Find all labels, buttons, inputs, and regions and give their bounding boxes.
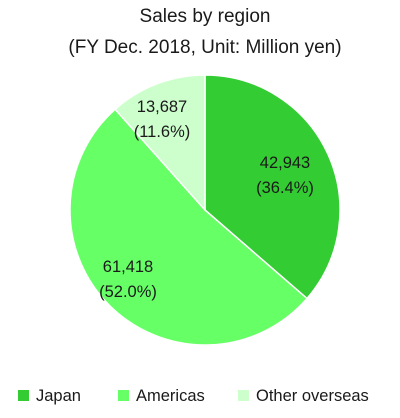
slice-value-label-americas: 61,418 [103, 258, 153, 276]
legend-label-americas: Americas [136, 387, 205, 405]
chart-title: Sales by region [140, 6, 271, 27]
legend-label-japan: Japan [36, 387, 81, 405]
slice-percent-label-americas: (52.0%) [99, 283, 157, 301]
slice-value-label-japan: 42,943 [260, 154, 310, 172]
legend-swatch-other-overseas [238, 390, 249, 401]
legend: Japan Americas Other overseas [18, 387, 369, 405]
legend-label-other-overseas: Other overseas [256, 387, 369, 405]
slice-value-label-other-overseas: 13,687 [137, 98, 187, 116]
pie-slice-americas [69, 108, 309, 346]
legend-swatch-japan [18, 390, 29, 401]
pie-slices [69, 74, 341, 346]
slice-percent-label-japan: (36.4%) [256, 179, 314, 197]
chart-subtitle: (FY Dec. 2018, Unit: Million yen) [68, 37, 341, 58]
pie-slice-japan [204, 74, 341, 300]
pie-slice-other-overseas [114, 74, 206, 212]
legend-swatch-americas [118, 390, 129, 401]
slice-percent-label-other-overseas: (11.6%) [134, 123, 191, 141]
pie-labels: 42,943 (36.4%) 61,418 (52.0%) 13,687 (11.6%) [99, 98, 314, 301]
